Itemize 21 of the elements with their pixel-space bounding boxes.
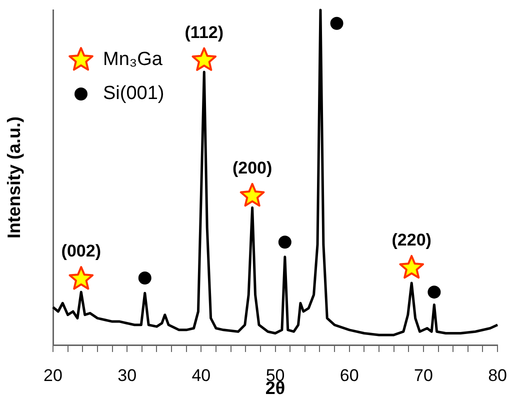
point	[278, 236, 292, 249]
point	[428, 286, 441, 299]
legend-label: Si(001)	[103, 83, 164, 104]
legend-label: Mn₃Ga	[103, 49, 163, 70]
x-tick-label: 60	[340, 366, 359, 385]
annotation: (002)	[61, 242, 101, 261]
point	[138, 272, 152, 284]
annotation: (200)	[232, 158, 272, 178]
point	[330, 16, 344, 30]
x-tick-label: 20	[44, 366, 62, 385]
x-tick-label: 70	[414, 366, 433, 385]
point	[399, 254, 424, 279]
x-tick-label: 80	[488, 366, 508, 385]
point	[192, 47, 217, 71]
point	[68, 266, 94, 290]
point	[240, 182, 265, 207]
annotation: (112)	[184, 22, 224, 42]
x-tick-label: 30	[118, 366, 137, 385]
annotation: (220)	[392, 230, 432, 250]
y-axis-title: Intensity (a.u.)	[4, 116, 24, 239]
x-tick-label: 40	[192, 366, 211, 385]
